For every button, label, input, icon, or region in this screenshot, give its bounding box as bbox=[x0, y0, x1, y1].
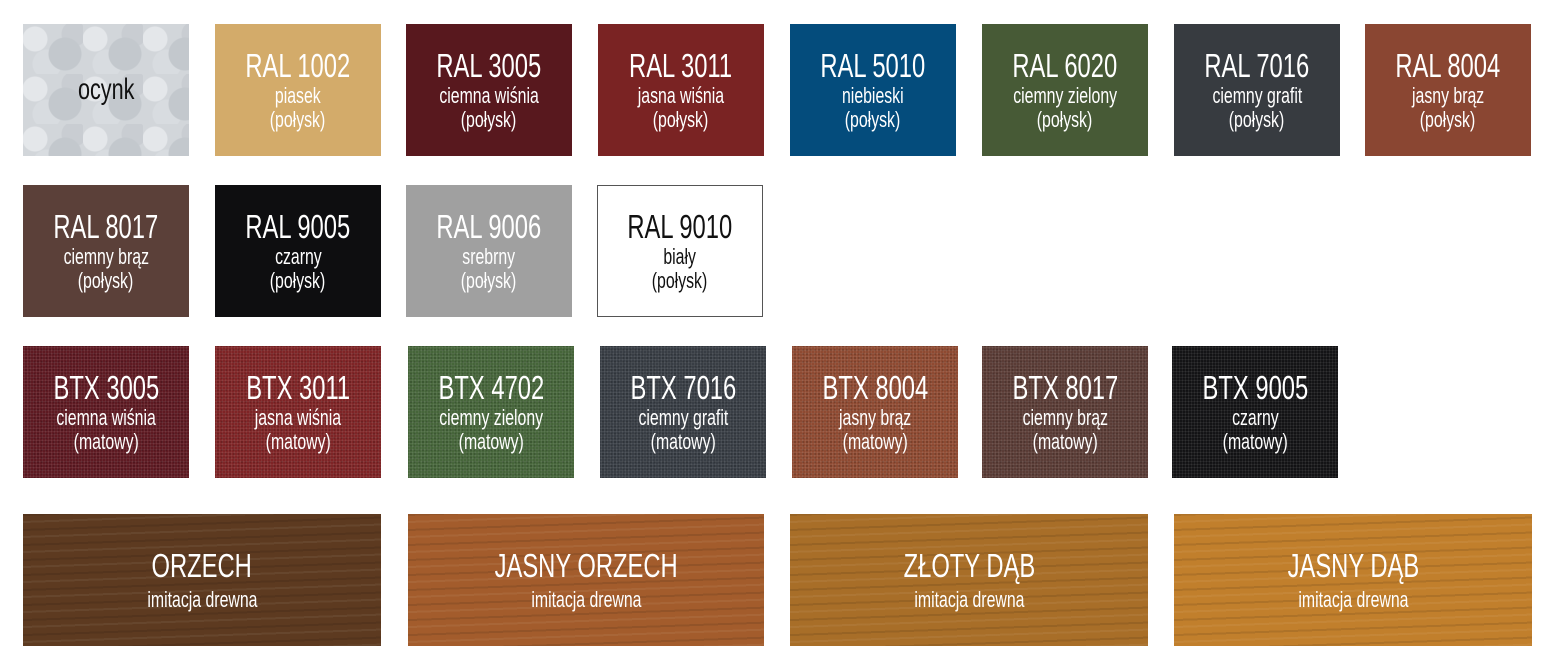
swatch-code: BTX 8004 bbox=[822, 368, 928, 406]
swatch-name: ciemny grafit bbox=[638, 404, 728, 430]
color-swatch: RAL 3005 ciemna wiśnia (połysk) bbox=[406, 24, 572, 156]
swatch-code: JASNY ORZECH bbox=[494, 546, 678, 584]
color-swatch: ORZECH imitacja drewna bbox=[23, 514, 381, 646]
swatch-finish: (matowy) bbox=[650, 428, 716, 454]
color-swatch: BTX 9005 czarny (matowy) bbox=[1172, 346, 1338, 478]
swatch-code: RAL 7016 bbox=[1204, 46, 1310, 84]
color-swatch: ocynk bbox=[23, 24, 189, 156]
swatch-finish: (połysk) bbox=[78, 267, 134, 293]
swatch-finish: (matowy) bbox=[1032, 428, 1098, 454]
color-swatch: BTX 3005 ciemna wiśnia (matowy) bbox=[23, 346, 189, 478]
swatch-code: RAL 9010 bbox=[627, 207, 733, 245]
swatch-code: RAL 8004 bbox=[1395, 46, 1501, 84]
swatch-name: biały bbox=[663, 243, 697, 269]
swatch-name: ciemny brąz bbox=[63, 243, 149, 269]
swatch-code: ORZECH bbox=[151, 546, 253, 584]
color-swatch: BTX 8017 ciemny brąz (matowy) bbox=[982, 346, 1148, 478]
color-swatch: BTX 8004 jasny brąz (matowy) bbox=[792, 346, 958, 478]
swatch-code: RAL 6020 bbox=[1012, 46, 1118, 84]
swatch-finish: (połysk) bbox=[1420, 106, 1476, 132]
swatch-finish: (połysk) bbox=[845, 106, 901, 132]
swatch-name: jasny brąz bbox=[838, 404, 912, 430]
swatch-finish: (matowy) bbox=[842, 428, 908, 454]
color-swatch: BTX 7016 ciemny grafit (matowy) bbox=[600, 346, 766, 478]
swatch-code: RAL 3005 bbox=[436, 46, 542, 84]
color-swatch: RAL 3011 jasna wiśnia (połysk) bbox=[598, 24, 764, 156]
color-swatch: RAL 9006 srebrny (połysk) bbox=[406, 185, 572, 317]
swatch-name: ciemny zielony bbox=[1013, 82, 1117, 108]
color-swatch: RAL 7016 ciemny grafit (połysk) bbox=[1174, 24, 1340, 156]
color-swatch: BTX 4702 ciemny zielony (matowy) bbox=[408, 346, 574, 478]
swatch-finish: (połysk) bbox=[1229, 106, 1285, 132]
swatch-finish: (połysk) bbox=[653, 106, 709, 132]
swatch-code: BTX 4702 bbox=[438, 368, 544, 406]
color-swatch: BTX 3011 jasna wiśnia (matowy) bbox=[215, 346, 381, 478]
swatch-finish: (połysk) bbox=[461, 106, 517, 132]
swatch-code: ZŁOTY DĄB bbox=[903, 546, 1035, 584]
swatch-code: RAL 8017 bbox=[53, 207, 159, 245]
swatch-name: ciemna wiśnia bbox=[56, 404, 156, 430]
color-swatch: ZŁOTY DĄB imitacja drewna bbox=[790, 514, 1148, 646]
color-swatch: RAL 1002 piasek (połysk) bbox=[215, 24, 381, 156]
color-swatch: RAL 9010 biały (połysk) bbox=[597, 185, 763, 317]
swatch-finish: (połysk) bbox=[270, 267, 326, 293]
swatch-name: jasny brąz bbox=[1411, 82, 1485, 108]
swatch-name: ciemny brąz bbox=[1022, 404, 1108, 430]
swatch-name: piasek bbox=[275, 82, 321, 108]
swatch-finish: (matowy) bbox=[1222, 428, 1288, 454]
swatch-code: JASNY DĄB bbox=[1287, 546, 1419, 584]
swatch-finish: (połysk) bbox=[652, 267, 708, 293]
color-swatch: RAL 5010 niebieski (połysk) bbox=[790, 24, 956, 156]
color-swatch: RAL 8017 ciemny brąz (połysk) bbox=[23, 185, 189, 317]
swatch-code: BTX 3005 bbox=[53, 368, 159, 406]
swatch-name: niebieski bbox=[842, 82, 904, 108]
swatch-name: jasna wiśnia bbox=[637, 82, 725, 108]
color-swatch: JASNY DĄB imitacja drewna bbox=[1174, 514, 1532, 646]
swatch-finish: (połysk) bbox=[1037, 106, 1093, 132]
swatch-name: czarny bbox=[274, 243, 322, 269]
swatch-code: RAL 9005 bbox=[245, 207, 351, 245]
color-swatch: RAL 6020 ciemny zielony (połysk) bbox=[982, 24, 1148, 156]
swatch-finish: (matowy) bbox=[73, 428, 139, 454]
color-swatch: RAL 8004 jasny brąz (połysk) bbox=[1365, 24, 1531, 156]
swatch-name: jasna wiśnia bbox=[254, 404, 342, 430]
swatch-finish: (połysk) bbox=[270, 106, 326, 132]
swatch-name: ocynk bbox=[77, 73, 135, 106]
swatch-code: RAL 1002 bbox=[245, 46, 351, 84]
swatch-finish: (matowy) bbox=[458, 428, 524, 454]
swatch-finish: (połysk) bbox=[461, 267, 517, 293]
swatch-name: czarny bbox=[1231, 404, 1279, 430]
swatch-code: BTX 7016 bbox=[630, 368, 736, 406]
swatch-name: imitacja drewna bbox=[1297, 586, 1409, 612]
swatch-name: imitacja drewna bbox=[530, 586, 642, 612]
color-swatch: JASNY ORZECH imitacja drewna bbox=[408, 514, 764, 646]
swatch-code: RAL 3011 bbox=[629, 46, 733, 84]
swatch-code: RAL 9006 bbox=[436, 207, 542, 245]
swatch-code: BTX 3011 bbox=[246, 368, 350, 406]
swatch-code: RAL 5010 bbox=[820, 46, 926, 84]
swatch-name: imitacja drewna bbox=[146, 586, 258, 612]
swatch-name: srebrny bbox=[462, 243, 516, 269]
swatch-name: imitacja drewna bbox=[913, 586, 1025, 612]
swatch-name: ciemny zielony bbox=[439, 404, 543, 430]
swatch-name: ciemna wiśnia bbox=[439, 82, 539, 108]
swatch-code: BTX 9005 bbox=[1202, 368, 1308, 406]
swatch-name: ciemny grafit bbox=[1212, 82, 1302, 108]
swatch-finish: (matowy) bbox=[265, 428, 331, 454]
color-swatch: RAL 9005 czarny (połysk) bbox=[215, 185, 381, 317]
swatch-code: BTX 8017 bbox=[1012, 368, 1118, 406]
